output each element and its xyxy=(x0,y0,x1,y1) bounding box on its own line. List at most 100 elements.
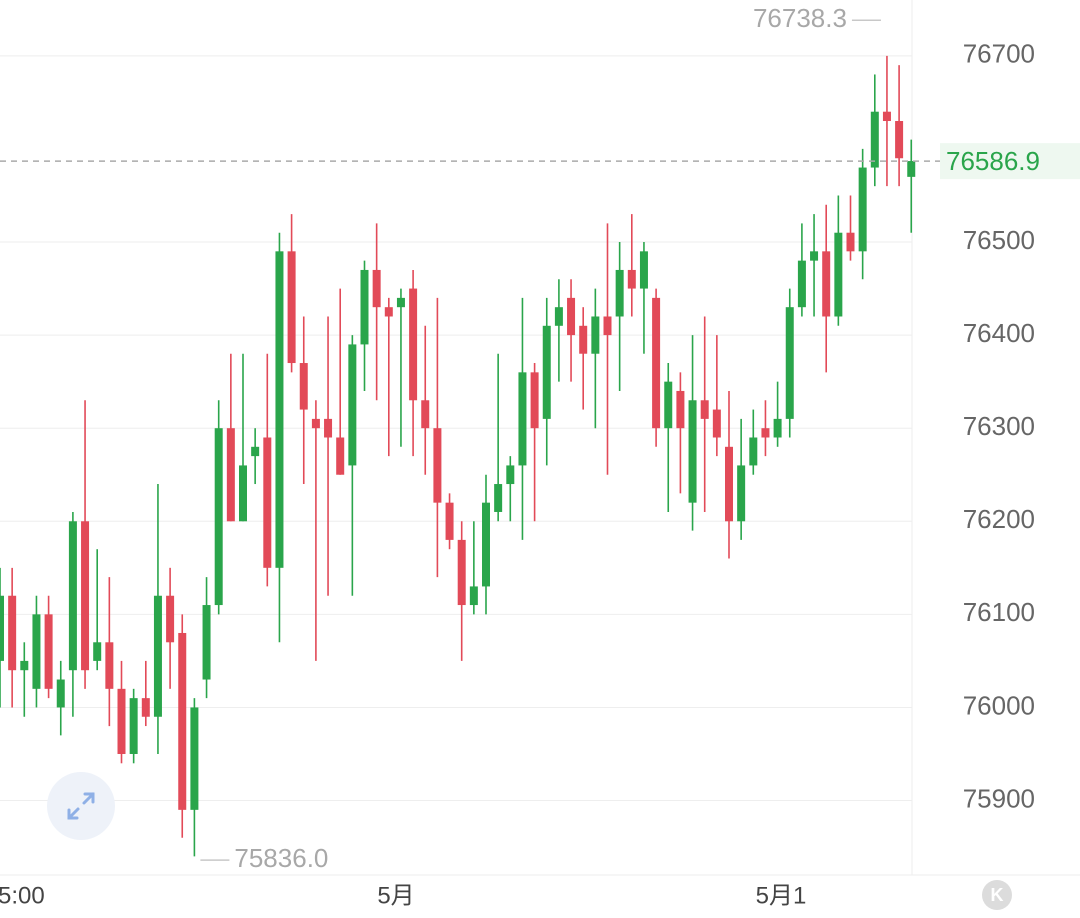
candle xyxy=(20,642,29,717)
time-tick-labels: 5:00 5月 5月1 xyxy=(0,882,806,909)
candle xyxy=(68,511,77,717)
candle-body xyxy=(275,251,284,568)
candle-body xyxy=(324,418,333,438)
candle xyxy=(263,353,272,587)
candle xyxy=(834,195,843,326)
candle-body xyxy=(360,269,369,345)
candle-body xyxy=(907,161,916,177)
last-price-tag xyxy=(940,143,1080,180)
kline-toggle-icon[interactable]: K xyxy=(982,880,1012,910)
candle-body xyxy=(409,288,418,401)
candle xyxy=(93,549,102,671)
candle-body xyxy=(567,297,576,336)
candle-body xyxy=(870,111,879,168)
candle xyxy=(129,688,138,764)
candle-body xyxy=(32,614,41,689)
price-tick-labels: 75900 76000 76100 76200 76300 76400 76500 76700 xyxy=(963,39,1035,814)
candle-body xyxy=(8,595,17,671)
candle-body xyxy=(396,297,405,308)
price-tick-label: 75900 xyxy=(963,783,1035,813)
candle-body xyxy=(591,316,600,354)
candle-body xyxy=(384,307,393,317)
candle-body xyxy=(433,428,442,503)
candle xyxy=(409,269,418,457)
candle xyxy=(0,567,4,708)
candle-body xyxy=(494,484,503,512)
candle xyxy=(141,660,150,727)
candle xyxy=(846,195,855,261)
candle-body xyxy=(445,502,454,540)
candle-body xyxy=(554,307,563,326)
candle-body xyxy=(348,344,357,466)
candle-body xyxy=(797,260,806,308)
candle-body xyxy=(105,642,114,689)
candle-body xyxy=(178,632,187,810)
candle-body xyxy=(822,251,831,317)
candle-body xyxy=(846,232,855,252)
price-tick-label: 76000 xyxy=(963,690,1035,720)
candle-body xyxy=(239,465,247,522)
candle xyxy=(105,577,114,727)
candle xyxy=(615,242,624,391)
candle-body xyxy=(615,269,624,317)
candle-body xyxy=(773,418,782,438)
candle xyxy=(895,65,904,187)
candle-body xyxy=(882,111,891,122)
candle-body xyxy=(44,614,53,689)
candle xyxy=(44,595,53,699)
candle xyxy=(627,214,636,317)
candle-body xyxy=(482,502,490,587)
candle-body xyxy=(469,586,478,606)
candle xyxy=(725,390,733,559)
candle xyxy=(554,279,563,382)
candle-body xyxy=(737,465,746,522)
candle xyxy=(433,297,442,578)
low-marker-label: 75836.0 xyxy=(234,843,328,873)
price-tick-label: 76300 xyxy=(963,411,1035,441)
candle xyxy=(785,288,794,438)
candles xyxy=(0,55,916,857)
candle-body xyxy=(263,437,272,568)
candle-body xyxy=(421,400,430,429)
candle-body xyxy=(457,539,466,606)
candle xyxy=(494,353,503,522)
candle-body xyxy=(761,428,770,438)
candle-body xyxy=(700,400,709,419)
candle-body xyxy=(603,316,612,336)
candle-body xyxy=(56,679,65,708)
candle-body xyxy=(834,232,843,317)
candle xyxy=(348,335,357,596)
candle xyxy=(518,297,527,540)
candle-body xyxy=(372,269,381,308)
candle xyxy=(8,567,17,708)
candle xyxy=(882,55,891,187)
candle xyxy=(530,363,539,522)
candle-body xyxy=(785,307,794,419)
candle-body xyxy=(214,428,223,606)
candle-body xyxy=(506,465,515,485)
candle-body xyxy=(336,437,345,475)
candle-body xyxy=(858,167,867,252)
candle xyxy=(542,297,551,466)
price-tick-label: 76700 xyxy=(963,39,1035,69)
candle-body xyxy=(579,325,588,354)
candle-body xyxy=(68,521,77,671)
candle-body xyxy=(542,325,551,419)
candle-body xyxy=(153,595,162,717)
candle xyxy=(360,260,369,391)
fullscreen-button[interactable] xyxy=(47,772,115,840)
candle xyxy=(737,418,746,540)
candle xyxy=(190,698,199,857)
candle-body xyxy=(639,251,648,289)
candle xyxy=(178,614,187,838)
candle-body xyxy=(20,660,29,671)
time-tick-label: 5月1 xyxy=(756,882,807,909)
candle-body xyxy=(688,400,697,503)
candle-body xyxy=(627,269,636,289)
candle xyxy=(226,353,235,522)
candle xyxy=(396,288,405,447)
candle xyxy=(639,242,648,354)
candle xyxy=(445,493,454,550)
candle xyxy=(652,288,661,447)
candle xyxy=(239,353,247,522)
